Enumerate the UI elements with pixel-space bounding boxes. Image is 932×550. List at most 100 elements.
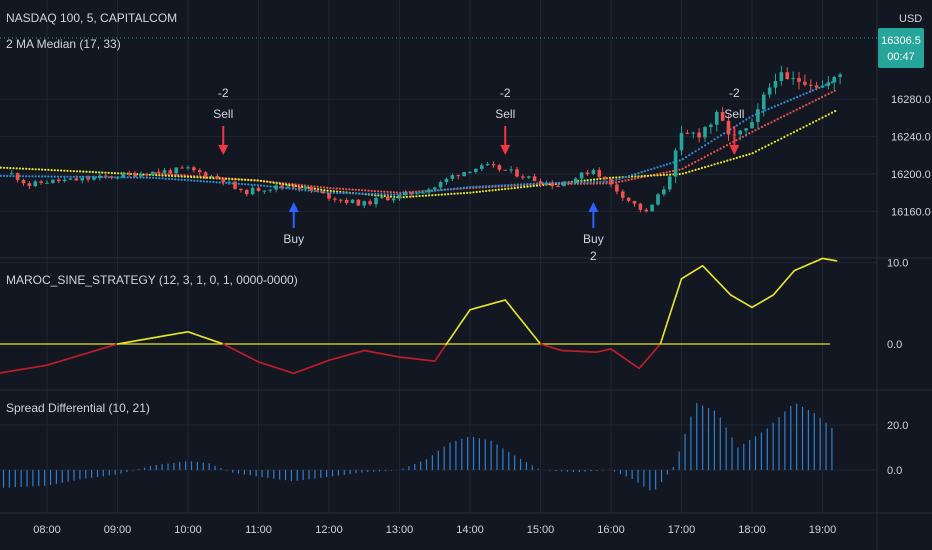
candle-body xyxy=(215,175,220,179)
ma_red-dot xyxy=(395,191,399,194)
candle-body xyxy=(826,82,831,86)
ma_yellow-dot xyxy=(167,174,171,177)
ma_yellow-dot xyxy=(326,189,329,192)
candle-body xyxy=(808,84,813,86)
candle-body xyxy=(186,167,190,169)
ma_yellow-dot xyxy=(37,168,41,171)
ma_blue-dot xyxy=(88,175,91,179)
ma_blue-dot xyxy=(345,192,348,195)
ma_blue-dot xyxy=(485,185,488,188)
symbol-title[interactable]: NASDAQ 100, 5, CAPITALCOM xyxy=(6,11,177,25)
ma_yellow-dot xyxy=(485,189,488,193)
ma_blue-dot xyxy=(355,192,358,195)
ma_blue-dot xyxy=(339,191,342,195)
candle-body xyxy=(474,168,478,172)
ma_blue-dot xyxy=(704,144,707,147)
candle-body xyxy=(162,170,167,173)
ma_yellow-dot xyxy=(723,160,726,163)
ma_blue-dot xyxy=(659,165,662,168)
candle-body xyxy=(603,176,607,179)
ma_blue-dot xyxy=(164,177,167,180)
ma_yellow-dot xyxy=(186,175,190,178)
time-tick-label: 15:00 xyxy=(527,524,555,536)
ma_yellow-dot xyxy=(209,176,212,180)
price-tag-countdown: 00:47 xyxy=(887,51,915,63)
ma_yellow-dot xyxy=(104,171,107,174)
ma_yellow-dot xyxy=(75,170,79,173)
ma_blue-dot xyxy=(773,105,777,108)
sine-indicator-title[interactable]: MAROC_SINE_STRATEGY (12, 3, 1, 0, 1, 000… xyxy=(6,273,298,287)
price-tag-box xyxy=(878,28,924,68)
ma_red-dot xyxy=(332,187,335,190)
ma_red-dot xyxy=(386,190,389,193)
candle-body xyxy=(767,87,772,95)
ma_blue-dot xyxy=(580,181,583,184)
ma_blue-dot xyxy=(805,92,808,95)
ma_blue-dot xyxy=(205,180,209,183)
spread-indicator-title[interactable]: Spread Differential (10, 21) xyxy=(6,401,150,415)
candle-body xyxy=(656,194,660,205)
ma_yellow-dot xyxy=(827,113,830,116)
candle-body xyxy=(838,74,842,77)
ma_blue-dot xyxy=(218,181,221,184)
ma_red-dot xyxy=(833,89,836,92)
ma-indicator-title[interactable]: 2 MA Median (17, 33) xyxy=(6,37,121,51)
ma_yellow-dot xyxy=(761,147,764,150)
ma_red-dot xyxy=(399,191,402,194)
ma_yellow-dot xyxy=(707,165,710,168)
ma_yellow-dot xyxy=(735,156,738,159)
ma_yellow-dot xyxy=(41,168,44,171)
time-axis[interactable]: 08:00 09:00 10:00 11:00 12:00 13:00 14:00 15:00… xyxy=(33,524,836,536)
buy-signal-value: 2 xyxy=(590,249,597,263)
ma_yellow-dot xyxy=(612,176,615,179)
ma_red-dot xyxy=(351,188,354,191)
ma_yellow-dot xyxy=(494,188,497,192)
candle-body xyxy=(68,178,73,180)
candle-body xyxy=(321,191,325,194)
ma_blue-dot xyxy=(792,97,796,100)
ma_yellow-dot xyxy=(732,157,735,160)
ma_yellow-dot xyxy=(225,177,228,180)
ma_red-dot xyxy=(700,157,703,160)
ma_yellow-dot xyxy=(754,150,758,153)
spread-panel xyxy=(2,403,833,491)
ma_yellow-dot xyxy=(780,137,783,140)
sell-signal-label: Sell xyxy=(213,107,233,121)
ma_yellow-dot xyxy=(824,114,827,118)
ma_red-dot xyxy=(370,189,373,192)
ma_yellow-dot xyxy=(751,152,754,155)
ma_blue-dot xyxy=(640,171,643,174)
price-axis[interactable]: 16160.0 16200.0 16240.0 16280.0 0.0 10.0 0.0 20… xyxy=(887,94,931,477)
ma_yellow-dot xyxy=(472,191,475,194)
candle-body xyxy=(250,187,255,195)
ma_blue-dot xyxy=(161,177,164,180)
ma_yellow-dot xyxy=(653,174,656,177)
ma_blue-dot xyxy=(431,190,434,193)
ma_yellow-dot xyxy=(466,191,469,194)
ma_yellow-dot xyxy=(802,126,805,129)
ma_blue-dot xyxy=(266,185,269,188)
candle-body xyxy=(338,199,343,201)
ma_yellow-dot xyxy=(418,194,421,198)
ma_yellow-dot xyxy=(637,175,640,178)
ma_red-dot xyxy=(763,124,767,127)
ma_blue-dot xyxy=(12,175,15,178)
ma_red-dot xyxy=(824,94,827,97)
ma_yellow-dot xyxy=(31,168,34,171)
ma_yellow-dot xyxy=(792,131,796,134)
ma_yellow-dot xyxy=(643,174,646,177)
ma_blue-dot xyxy=(237,182,240,185)
candle-body xyxy=(156,171,161,173)
ma_blue-dot xyxy=(72,175,75,178)
ma_red-dot xyxy=(383,190,386,193)
ma_yellow-dot xyxy=(50,169,53,172)
ma_blue-dot xyxy=(767,108,770,111)
ma_blue-dot xyxy=(377,192,380,196)
ma_blue-dot xyxy=(31,175,34,178)
ma_yellow-dot xyxy=(415,195,418,198)
ma_yellow-dot xyxy=(450,192,453,195)
currency-label[interactable]: USD xyxy=(899,13,922,25)
ma_red-dot xyxy=(789,111,792,114)
candle-body xyxy=(626,197,631,201)
